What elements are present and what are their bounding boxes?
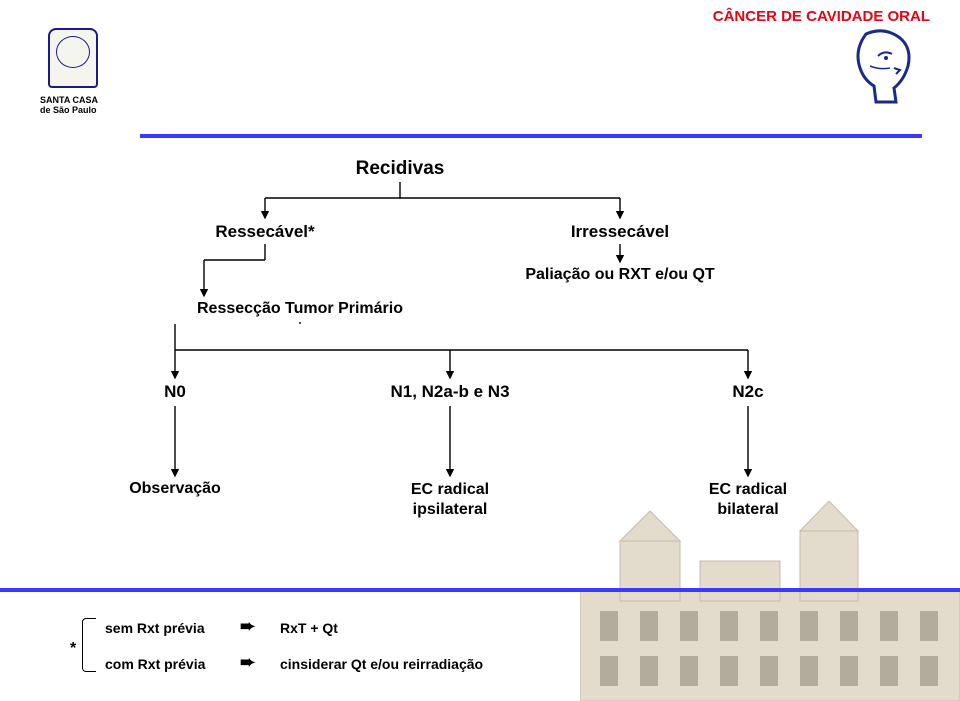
node-ec-ipsilateral: EC radical ipsilateral: [411, 480, 489, 520]
arrow-icon: ➨: [240, 616, 255, 637]
santa-casa-seal-icon: [48, 28, 98, 88]
node-palliation: Paliação ou RXT e/ou QT: [525, 266, 714, 284]
head-neck-outline-icon: [846, 28, 918, 108]
footnote-star: *: [70, 640, 76, 658]
ec-bi-line2: bilateral: [717, 501, 778, 518]
footnote-row1-left: sem Rxt prévia: [105, 620, 205, 636]
footnote-row2-left: com Rxt prévia: [105, 656, 205, 672]
node-ec-bilateral: EC radical bilateral: [709, 480, 787, 520]
footnote-row2-right: cinsiderar Qt e/ou reirradiação: [280, 656, 483, 672]
node-n1-n2ab-n3: N1, N2a-b e N3: [390, 382, 509, 402]
node-observation: Observação: [129, 480, 221, 498]
footnote-row1-right: RxT + Qt: [280, 620, 338, 636]
arrow-icon: ➨: [240, 652, 255, 673]
logo-left-text: SANTA CASAde São Paulo: [40, 96, 120, 116]
divider-top: [140, 134, 922, 138]
node-n2c: N2c: [732, 382, 763, 402]
ec-ipsi-line1: EC radical: [411, 481, 489, 498]
ec-ipsi-line2: ipsilateral: [413, 501, 488, 518]
node-root: Recidivas: [356, 158, 445, 180]
page-title: CÂNCER DE CAVIDADE ORAL: [713, 8, 930, 25]
ec-bi-line1: EC radical: [709, 481, 787, 498]
node-unresectable: Irressecável: [571, 222, 669, 242]
node-n0: N0: [164, 382, 186, 402]
node-resectable: Ressecável*: [215, 222, 314, 242]
building-watermark-icon: [580, 501, 960, 701]
divider-bottom: [0, 588, 960, 592]
node-resection-primary: Ressecção Tumor Primário: [197, 300, 403, 318]
footnote-brace: [82, 618, 96, 672]
